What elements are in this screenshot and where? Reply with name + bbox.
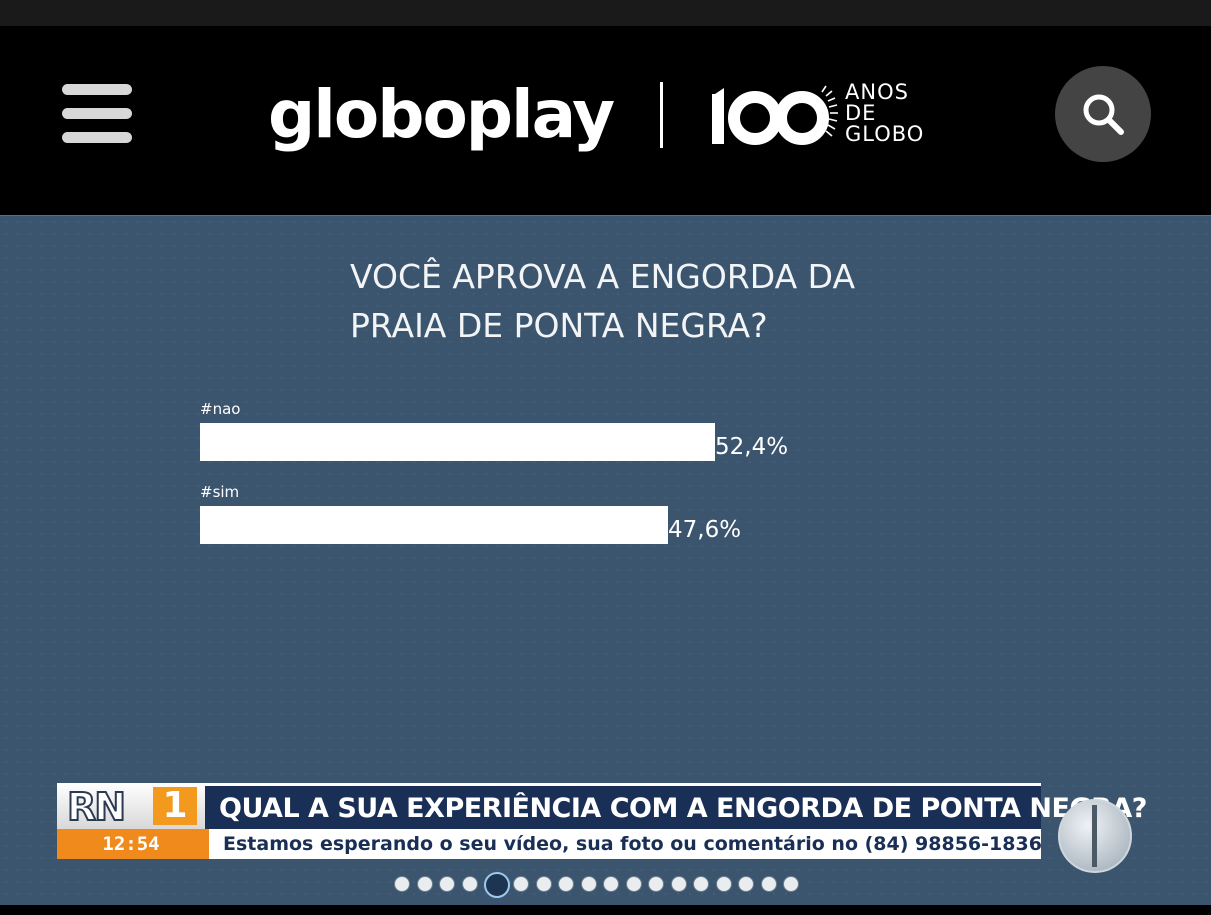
status-strip <box>0 0 1211 26</box>
poll-option-label: #nao <box>200 400 241 418</box>
news-ticker: RN 1 12:54 QUAL A SUA EXPERIÊNCIA COM A … <box>57 783 1147 859</box>
app-header: globoplay ANOS DE GLOBO <box>0 26 1211 215</box>
anniversary-logo <box>710 82 840 148</box>
progress-dot <box>439 876 455 892</box>
progress-dot <box>648 876 664 892</box>
progress-dot <box>513 876 529 892</box>
progress-dot <box>558 876 574 892</box>
progress-dot <box>461 876 478 892</box>
progress-dot <box>625 876 642 892</box>
search-icon <box>1083 94 1124 135</box>
channel-logo-icon <box>1058 799 1132 873</box>
poll-bar-sim <box>200 506 668 544</box>
progress-dot <box>715 876 732 892</box>
progress-dot <box>760 876 777 892</box>
progress-dot-active <box>484 872 510 898</box>
logo-divider <box>660 82 663 148</box>
poll-option-label: #sim <box>200 483 240 501</box>
progress-dot <box>416 876 433 892</box>
poll-question-line: PRAIA DE PONTA NEGRA? <box>350 306 768 345</box>
ticker-subline: Estamos esperando o seu vídeo, sua foto … <box>205 829 1042 859</box>
program-logo: RN 1 <box>57 783 205 830</box>
progress-dot <box>693 876 709 892</box>
video-player[interactable]: VOCÊ APROVA A ENGORDA DA PRAIA DE PONTA … <box>0 215 1211 906</box>
anniversary-line: ANOS <box>845 80 909 104</box>
progress-dot <box>394 876 410 892</box>
globoplay-logo[interactable]: globoplay <box>268 76 615 153</box>
progress-dot <box>783 876 799 892</box>
poll-value-nao: 52,4% <box>715 434 789 460</box>
ticker-clock: 12:54 <box>57 829 205 859</box>
progress-dot <box>670 876 687 892</box>
progress-dot <box>603 876 619 892</box>
anniversary-line: GLOBO <box>845 122 925 146</box>
hamburger-menu-icon[interactable] <box>62 84 132 144</box>
progress-dot <box>535 876 552 892</box>
ticker-headline: QUAL A SUA EXPERIÊNCIA COM A ENGORDA DE … <box>205 783 1147 829</box>
anniversary-text: ANOS DE GLOBO <box>845 82 924 145</box>
program-logo-text: RN <box>66 784 127 830</box>
bottom-strip <box>0 905 1211 915</box>
program-logo-number: 1 <box>153 787 197 825</box>
poll-value-sim: 47,6% <box>668 517 742 543</box>
poll-question-line: VOCÊ APROVA A ENGORDA DA <box>350 257 856 296</box>
progress-dot <box>580 876 597 892</box>
poll-bar-nao <box>200 423 715 461</box>
search-button[interactable] <box>1055 66 1151 162</box>
poll-question: VOCÊ APROVA A ENGORDA DA PRAIA DE PONTA … <box>350 252 950 350</box>
anniversary-line: DE <box>845 101 877 125</box>
progress-dot <box>738 876 754 892</box>
